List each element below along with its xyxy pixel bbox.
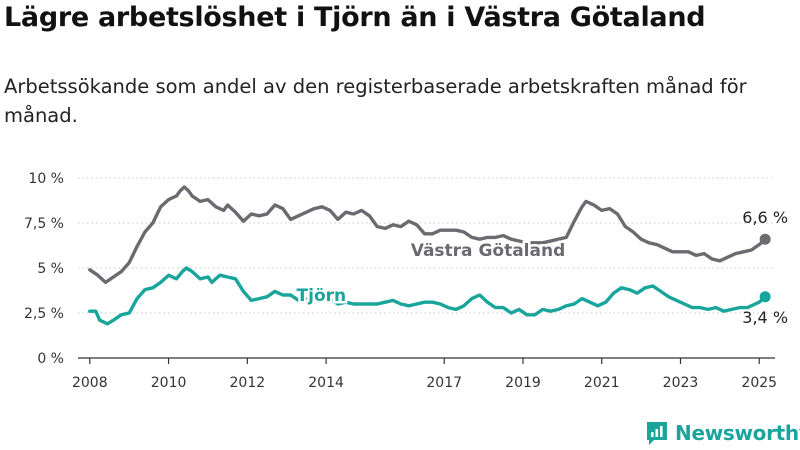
x-tick-label: 2019 <box>505 375 541 391</box>
x-tick-label: 2025 <box>741 375 777 391</box>
x-tick-label: 2021 <box>584 375 620 391</box>
end-value-label-tj-rn: 3,4 % <box>742 308 788 327</box>
newsworthy-logo-icon <box>647 422 667 445</box>
x-tick-label: 2010 <box>151 375 187 391</box>
chart-subtitle: Arbetssökande som andel av den registerb… <box>4 75 747 127</box>
series-line-tj-rn <box>88 266 767 326</box>
series-name-label-tj-rn: Tjörn <box>297 286 347 306</box>
y-tick-label: 10 % <box>28 171 64 187</box>
x-tick-label: 2017 <box>426 375 462 391</box>
series-lines <box>88 185 771 326</box>
series-labels: 6,6 % Västra Götaland 3,4 % Tjörn <box>294 208 788 327</box>
y-axis: 0 % 2,5 % 5 % 7,5 % 10 % <box>24 171 64 367</box>
x-tick-label: 2012 <box>230 375 266 391</box>
brand-logo: Newsworthy <box>645 420 800 446</box>
chart-title: Lägre arbetslöshet i Tjörn än i Västra G… <box>4 2 706 33</box>
x-axis: 2008 2010 2012 2014 2017 2019 2021 2023 2025 <box>72 357 777 391</box>
y-tick-label: 2,5 % <box>24 306 64 322</box>
end-value-label-v-stra-g-taland: 6,6 % <box>742 208 788 227</box>
brand-name: Newsworthy <box>675 421 800 445</box>
y-tick-label: 5 % <box>37 261 64 277</box>
line-chart: 0 % 2,5 % 5 % 7,5 % 10 % 2008 2010 2012 2014 201… <box>24 171 788 391</box>
y-tick-label: 0 % <box>37 351 64 367</box>
x-tick-label: 2008 <box>72 375 108 391</box>
x-tick-label: 2023 <box>663 375 699 391</box>
y-tick-label: 7,5 % <box>24 216 64 232</box>
series-name-label-v-stra-g-taland: Västra Götaland <box>411 241 566 261</box>
end-point-tj-rn <box>759 291 771 303</box>
gridlines <box>78 177 775 314</box>
x-tick-label: 2014 <box>308 375 344 391</box>
series-line-v-stra-g-taland <box>88 185 767 285</box>
end-point-v-stra-g-taland <box>759 233 771 245</box>
